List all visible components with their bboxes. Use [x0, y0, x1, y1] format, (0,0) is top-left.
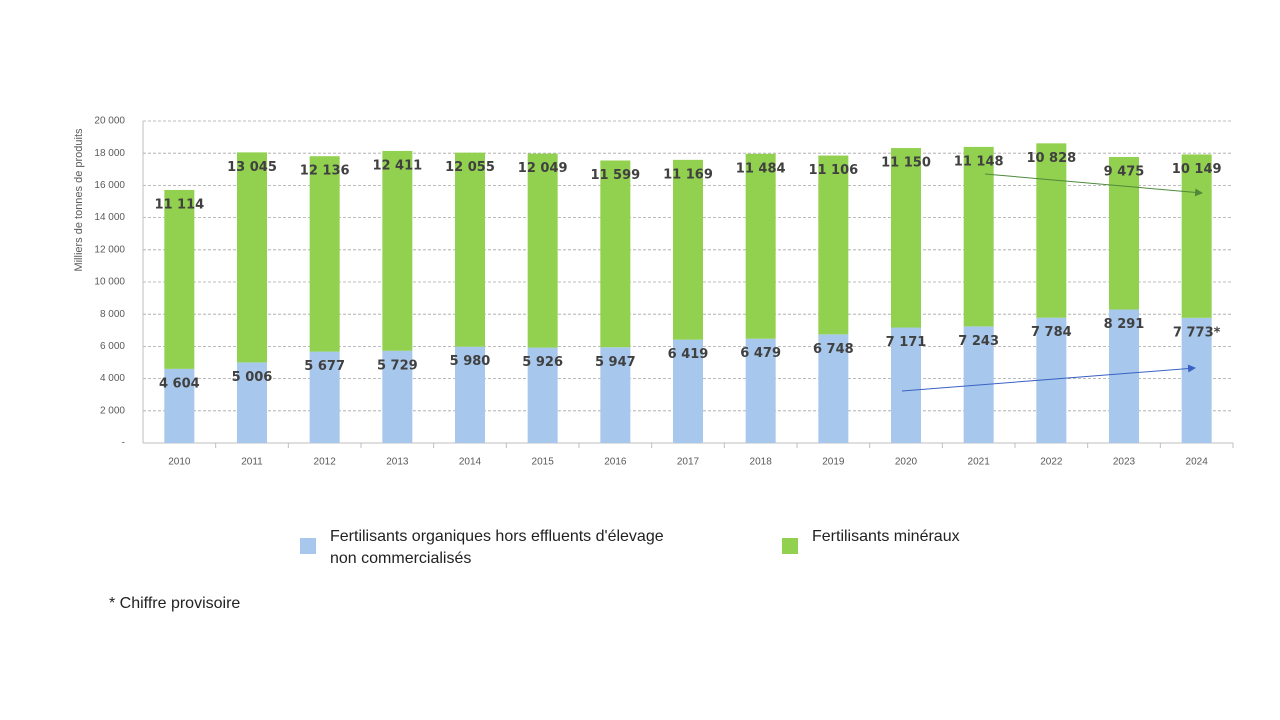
value-label: 11 106 — [808, 163, 858, 178]
x-tick-label: 2018 — [750, 457, 773, 468]
value-label: 11 169 — [663, 167, 713, 182]
x-tick-label: 2020 — [895, 457, 918, 468]
y-tick-label: 20 000 — [94, 116, 125, 127]
x-tick-label: 2021 — [968, 457, 991, 468]
x-tick-label: 2015 — [532, 457, 555, 468]
y-tick-label: 10 000 — [94, 277, 125, 288]
value-label: 7 243 — [958, 334, 999, 349]
bar-segment — [1109, 156, 1139, 310]
bar-segment — [237, 152, 267, 363]
value-label: 10 828 — [1026, 151, 1076, 166]
bar-segment — [673, 339, 703, 443]
x-tick-label: 2011 — [241, 457, 263, 468]
bar-segment — [673, 159, 703, 340]
value-label: 11 150 — [881, 156, 931, 171]
value-label: 5 677 — [304, 359, 345, 374]
y-tick-label: 8 000 — [100, 309, 125, 320]
bar-segment — [891, 327, 921, 443]
value-label: 10 149 — [1172, 162, 1222, 177]
y-tick-label: 14 000 — [94, 212, 125, 223]
y-tick-label: - — [122, 438, 125, 449]
y-tick-label: 18 000 — [94, 148, 125, 159]
legend-swatch — [782, 538, 798, 554]
value-label: 13 045 — [227, 160, 277, 175]
x-tick-label: 2023 — [1113, 457, 1136, 468]
value-label: 11 114 — [154, 197, 204, 212]
footnote: * Chiffre provisoire — [109, 595, 241, 612]
value-label: 12 411 — [372, 158, 422, 173]
value-label: 8 291 — [1104, 317, 1145, 332]
bar-segment — [237, 362, 267, 443]
trend-arrow — [901, 364, 1196, 392]
bar-segment — [164, 368, 195, 443]
bar-segment — [600, 347, 631, 443]
value-label: 7 773* — [1173, 325, 1221, 340]
legend-label: Fertilisants minéraux — [812, 528, 960, 545]
value-label: 5 980 — [450, 354, 491, 369]
y-tick-label: 2 000 — [100, 405, 125, 416]
value-label: 4 604 — [159, 376, 200, 391]
bar-segment — [891, 148, 921, 328]
value-label: 6 748 — [813, 342, 854, 357]
value-label: 7 784 — [1031, 325, 1072, 340]
trend-arrow — [984, 173, 1203, 197]
bar-segment — [527, 153, 558, 348]
bar-segment — [382, 150, 413, 351]
plot: - 2 000 4 000 6 000 8 000 10 000 12 000 14 000 1… — [94, 116, 1234, 468]
bar-segment — [745, 338, 776, 443]
x-tick-label: 2022 — [1040, 457, 1063, 468]
bar-segment — [745, 153, 776, 339]
x-tick-label: 2019 — [822, 457, 845, 468]
value-label: 11 484 — [736, 161, 786, 176]
bar-segment — [818, 155, 849, 335]
value-label: 6 479 — [740, 346, 781, 361]
x-tick-label: 2024 — [1186, 457, 1209, 468]
y-tick-label: 16 000 — [94, 180, 125, 191]
bar-segment — [164, 189, 195, 369]
value-label: 5 729 — [377, 358, 418, 373]
legend: Fertilisants organiques hors effluents d… — [300, 526, 960, 570]
value-label: 12 049 — [518, 161, 568, 176]
y-tick-label: 12 000 — [94, 244, 125, 255]
x-tick-label: 2012 — [314, 457, 337, 468]
bar-segment — [309, 351, 340, 443]
y-tick-label: 4 000 — [100, 373, 125, 384]
value-label: 5 926 — [522, 355, 563, 370]
bar-segment — [1181, 154, 1212, 318]
legend-item: Fertilisants organiques hors effluents d… — [300, 526, 782, 570]
legend-swatch — [300, 538, 316, 554]
x-tick-label: 2010 — [168, 457, 191, 468]
bar-segment — [382, 350, 413, 443]
bar-segment — [818, 334, 849, 443]
value-label: 11 599 — [590, 168, 640, 183]
x-tick-label: 2014 — [459, 457, 482, 468]
bar-segment — [1036, 143, 1067, 318]
y-tick-label: 6 000 — [100, 341, 125, 352]
x-tick-label: 2016 — [604, 457, 627, 468]
bar-segment — [455, 346, 485, 443]
value-label: 12 136 — [300, 164, 350, 179]
value-label: 5 947 — [595, 355, 636, 370]
bar-segment — [1181, 317, 1212, 443]
value-label: 9 475 — [1104, 164, 1145, 179]
value-label: 7 171 — [886, 335, 927, 350]
x-tick-label: 2017 — [677, 457, 700, 468]
value-label: 12 055 — [445, 160, 495, 175]
x-tick-label: 2013 — [386, 457, 409, 468]
bar-segment — [963, 146, 994, 327]
value-label: 11 148 — [954, 154, 1004, 169]
legend-item: Fertilisants minéraux — [782, 526, 960, 570]
bar-segment — [527, 347, 558, 443]
bar-segment — [455, 152, 485, 347]
bar-segment — [600, 160, 631, 348]
bar-segment — [309, 156, 340, 352]
legend-label: Fertilisants organiques hors effluents d… — [330, 528, 664, 567]
value-label: 5 006 — [232, 370, 273, 385]
bar-segment — [1109, 309, 1139, 443]
value-label: 6 419 — [668, 347, 709, 362]
y-axis-title: Milliers de tonnes de produits — [73, 128, 85, 272]
